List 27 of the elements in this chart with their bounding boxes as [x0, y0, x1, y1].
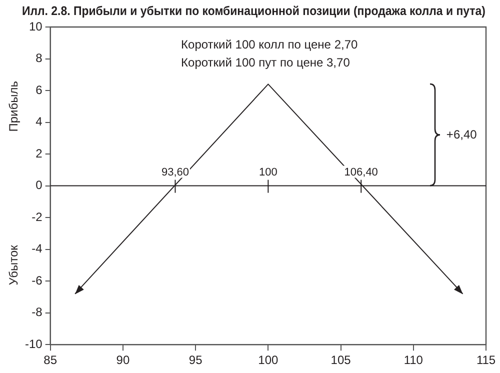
x-tick-label: 85: [44, 353, 58, 368]
y-tick-label: 2: [36, 146, 43, 160]
y-tick-label: 10: [28, 19, 43, 34]
annotation: 100: [258, 166, 278, 178]
text: Убыток: [6, 244, 20, 286]
x-tick-label: 115: [476, 353, 496, 368]
annotation: 106,40: [344, 166, 378, 178]
y-tick-label: -10: [25, 336, 43, 351]
x-tick-label: 105: [330, 353, 352, 368]
y-tick-label: -6: [32, 273, 43, 288]
y-tick-label: 4: [36, 114, 43, 129]
x-tick-label: 100: [258, 353, 279, 368]
annotation: Короткий 100 пут по цене 3,70: [181, 55, 350, 70]
chart-title: Илл. 2.8. Прибыли и убытки по комбинационной позиции (продажа колла и пута): [22, 3, 486, 18]
annotation: 93,60: [161, 166, 189, 178]
x-tick-label: 95: [188, 353, 203, 368]
x-tick-label: 90: [116, 353, 130, 368]
y-tick-label: -2: [32, 210, 43, 224]
y-tick-label: 0: [36, 178, 43, 192]
y-tick-label: -4: [32, 242, 43, 256]
y-tick-label: -8: [32, 305, 43, 320]
annotation: Короткий 100 колл по цене 2,70: [181, 37, 358, 52]
y-tick-label: 8: [36, 51, 43, 66]
x-tick-label: 110: [404, 353, 424, 368]
y-tick-label: 6: [36, 82, 43, 97]
y-axis-title: Прибыль: [6, 81, 20, 132]
annotation: +6,40: [446, 127, 478, 142]
